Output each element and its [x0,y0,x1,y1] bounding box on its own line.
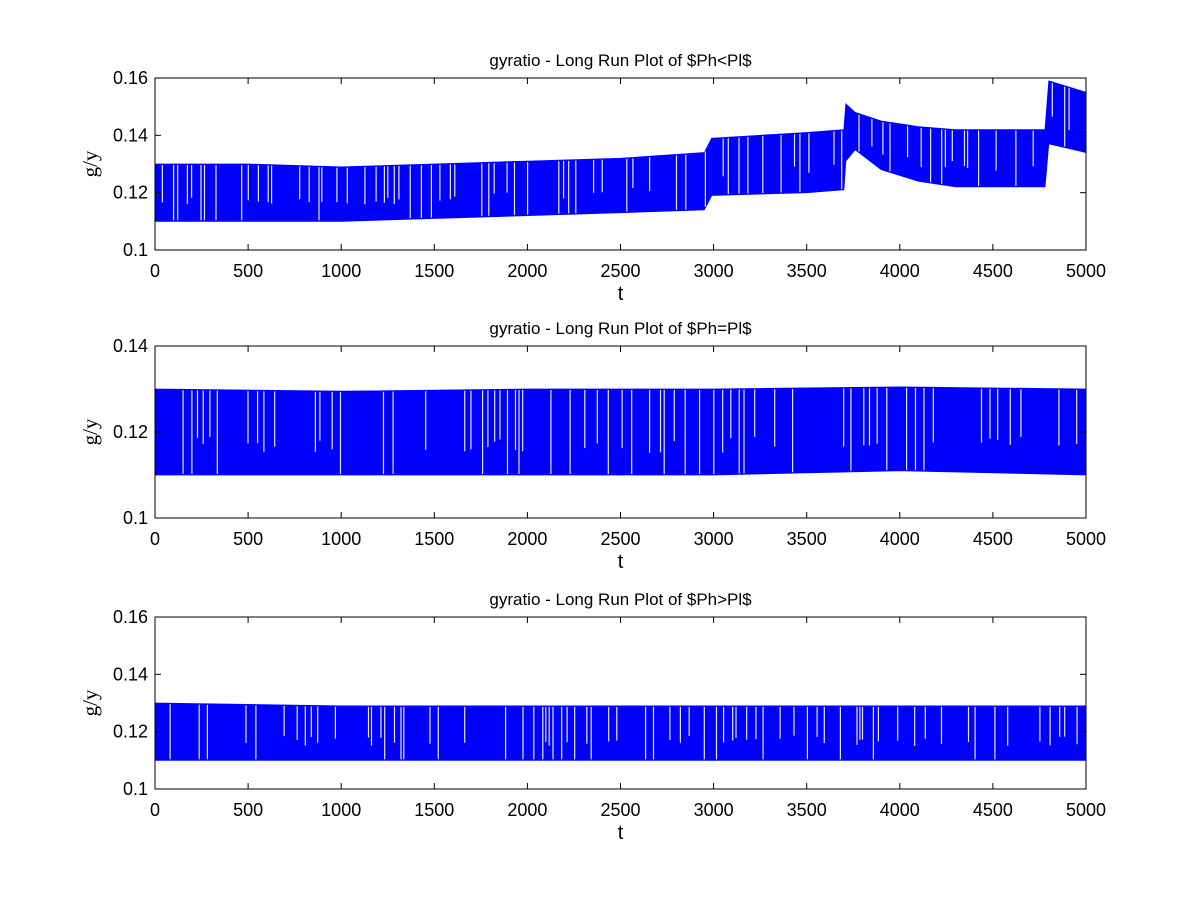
x-tick-label: 2000 [507,261,547,281]
x-tick-label: 0 [150,800,160,820]
x-tick-label: 1500 [414,800,454,820]
x-tick-label: 1500 [414,529,454,549]
x-tick-label: 4000 [880,800,920,820]
y-tick-label: 0.14 [113,664,148,684]
y-tick-label: 0.14 [113,125,148,145]
x-tick-label: 0 [150,529,160,549]
x-tick-label: 2500 [600,261,640,281]
axes-frame [154,616,1087,790]
chart-title: gyratio - Long Run Plot of $Ph<Pl$ [489,51,752,70]
series-texture [169,704,1078,760]
chart-title: gyratio - Long Run Plot of $Ph>Pl$ [489,590,752,609]
y-tick-label: 0.12 [113,183,148,203]
y-tick-label: 0.1 [123,508,148,528]
x-tick-label: 1000 [321,261,361,281]
x-tick-label: 500 [233,529,263,549]
x-tick-label: 3500 [787,529,827,549]
series-band [154,80,1087,222]
chart-title: gyratio - Long Run Plot of $Ph=Pl$ [489,319,752,338]
x-axis-label: t [618,551,624,573]
x-tick-label: 4000 [880,261,920,281]
x-tick-label: 2000 [507,800,547,820]
subplot-2: 0 500 1000 1500 2000 2500 3000 3500 4000 4500 5000… [78,319,1106,573]
x-tick-label: 1500 [414,261,454,281]
x-tick-label: 2000 [507,529,547,549]
y-tick-label: 0.1 [123,240,148,260]
x-axis-label: t [618,822,624,844]
y-axis-label: g/y [78,150,102,177]
subplot-3: 0 500 1000 1500 2000 2500 3000 3500 4000 4500 5000… [78,590,1106,844]
x-tick-label: 5000 [1066,800,1106,820]
x-tick-label: 4500 [973,529,1013,549]
x-tick-label: 3000 [694,800,734,820]
series-band [154,386,1087,476]
y-tick-label: 0.14 [113,336,148,356]
x-tick-label: 4500 [973,800,1013,820]
x-tick-label: 5000 [1066,529,1106,549]
y-axis-label: g/y [78,418,102,445]
x-tick-label: 1000 [321,529,361,549]
y-tick-label: 0.12 [113,422,148,442]
series-texture [182,387,1078,474]
subplot-1: 0 500 1000 1500 2000 2500 3000 3500 4000 4500 5000… [78,51,1106,305]
x-tick-label: 5000 [1066,261,1106,281]
x-tick-label: 2500 [600,529,640,549]
x-tick-label: 3500 [787,261,827,281]
x-tick-label: 2500 [600,800,640,820]
y-tick-label: 0.16 [113,607,148,627]
x-tick-label: 3500 [787,800,827,820]
x-tick-label: 3000 [694,529,734,549]
x-axis-label: t [618,283,624,305]
x-tick-label: 3000 [694,261,734,281]
x-tick-label: 500 [233,261,263,281]
x-tick-label: 4500 [973,261,1013,281]
series-band [154,702,1087,761]
x-tick-label: 1000 [321,800,361,820]
x-tick-label: 500 [233,800,263,820]
y-axis-label: g/y [78,689,102,716]
y-tick-label: 0.1 [123,779,148,799]
x-tick-label: 4000 [880,529,920,549]
y-tick-label: 0.16 [113,68,148,88]
series-texture [161,83,1070,221]
x-tick-label: 0 [150,261,160,281]
y-tick-label: 0.12 [113,722,148,742]
